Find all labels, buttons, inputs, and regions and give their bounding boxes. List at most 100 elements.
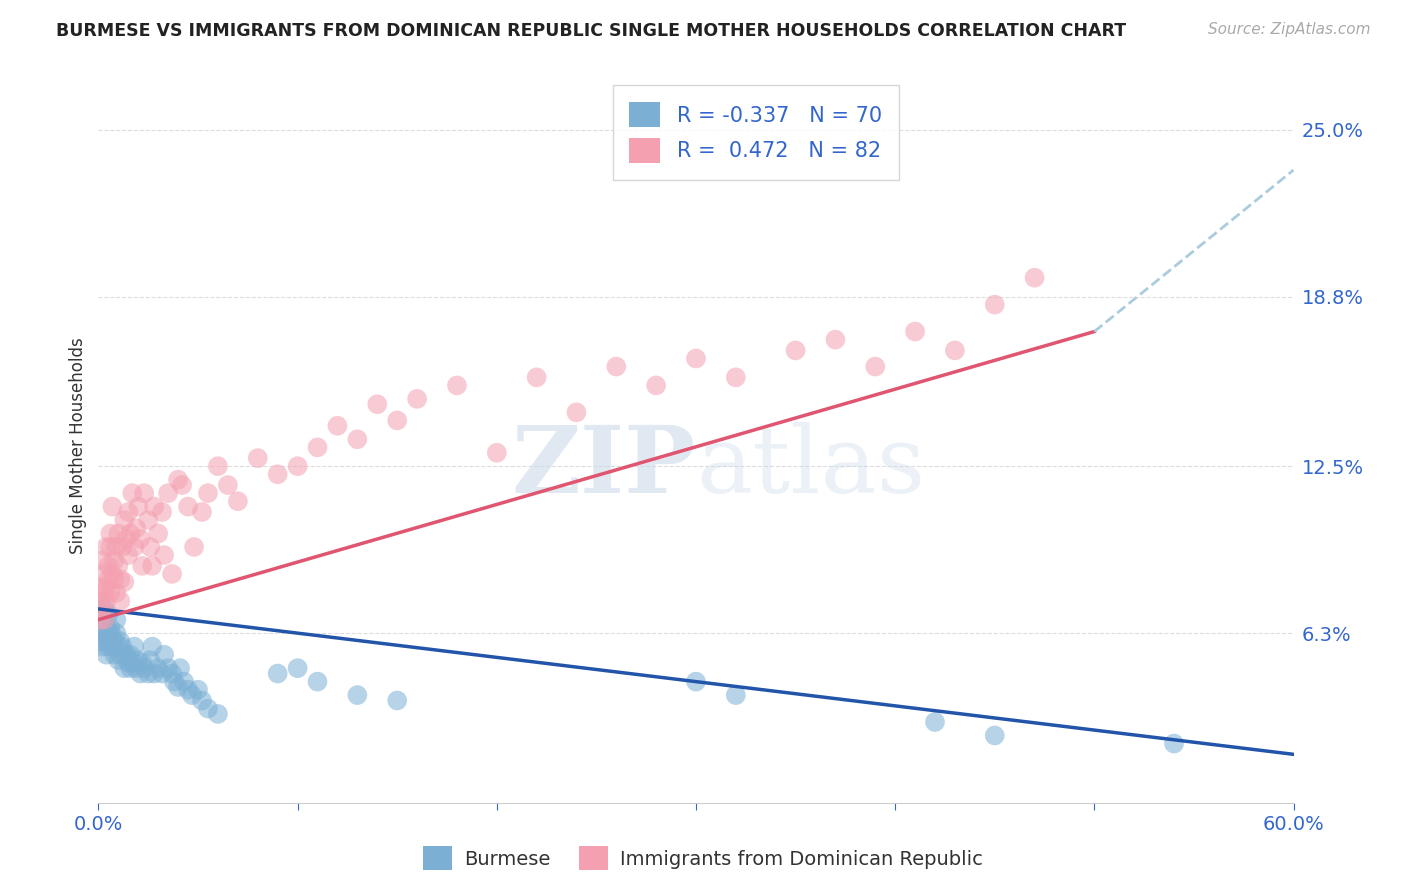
Point (526, 370, 548, 384)
Point (103, 648, 125, 662)
Point (131, 558, 153, 573)
Point (150, 505, 173, 519)
Point (115, 648, 138, 662)
Point (110, 594, 132, 608)
Point (98, 621, 122, 635)
Point (117, 548, 139, 562)
Point (89, 634, 111, 648)
Point (110, 572, 132, 586)
Point (134, 486, 156, 500)
Point (169, 661, 191, 675)
Point (984, 729, 1007, 743)
Point (366, 397, 388, 411)
Point (110, 634, 132, 648)
Point (124, 540, 146, 554)
Point (129, 666, 152, 681)
Point (724, 370, 747, 384)
Point (181, 688, 204, 702)
Point (105, 626, 128, 640)
Point (96, 648, 118, 662)
Point (91, 580, 114, 594)
Point (139, 653, 162, 667)
Point (111, 640, 134, 654)
Text: ZIP: ZIP (512, 423, 696, 512)
Point (101, 566, 124, 581)
Point (385, 693, 409, 707)
Point (150, 666, 173, 681)
Point (127, 500, 149, 514)
Point (153, 548, 176, 562)
Point (124, 640, 146, 654)
Point (785, 343, 807, 358)
Legend: Burmese, Immigrants from Dominican Republic: Burmese, Immigrants from Dominican Repub… (415, 838, 991, 878)
Point (105, 613, 128, 627)
Point (91, 553, 114, 567)
Point (191, 693, 214, 707)
Point (112, 574, 135, 589)
Point (984, 298, 1007, 312)
Point (307, 441, 329, 455)
Point (93, 586, 115, 600)
Point (91, 607, 114, 622)
Point (197, 486, 219, 500)
Point (98, 526, 122, 541)
Point (287, 459, 309, 474)
Point (97, 607, 120, 622)
Point (485, 446, 508, 460)
Point (112, 513, 135, 527)
Point (904, 325, 927, 339)
Point (183, 540, 205, 554)
Point (605, 359, 627, 374)
Point (724, 688, 747, 702)
Point (117, 505, 139, 519)
Point (1024, 270, 1046, 285)
Point (96, 580, 118, 594)
Point (98, 634, 122, 648)
Point (107, 526, 129, 541)
Point (121, 486, 143, 500)
Point (93, 629, 115, 643)
Point (93, 566, 115, 581)
Point (141, 640, 163, 654)
Point (924, 714, 946, 729)
Point (103, 572, 125, 586)
Point (173, 674, 195, 689)
Point (191, 505, 214, 519)
Point (127, 653, 149, 667)
Point (115, 532, 138, 546)
Point (148, 526, 170, 541)
Point (97, 626, 120, 640)
Point (111, 540, 134, 554)
Point (91, 640, 114, 654)
Point (645, 378, 668, 392)
Point (136, 666, 159, 681)
Point (163, 674, 186, 689)
Point (385, 413, 409, 427)
Point (97, 572, 120, 586)
Point (131, 656, 153, 670)
Point (91, 621, 114, 635)
Point (121, 656, 143, 670)
Point (160, 566, 183, 581)
Point (107, 640, 129, 654)
Point (177, 500, 200, 514)
Point (93, 602, 115, 616)
Point (824, 333, 846, 347)
Point (120, 526, 142, 541)
Point (93, 613, 115, 627)
Point (93, 613, 115, 627)
Point (139, 540, 162, 554)
Point (125, 661, 148, 675)
Point (217, 478, 239, 492)
Point (267, 467, 290, 482)
Text: atlas: atlas (696, 423, 925, 512)
Point (97, 558, 120, 573)
Point (120, 661, 142, 675)
Text: BURMESE VS IMMIGRANTS FROM DOMINICAN REPUBLIC SINGLE MOTHER HOUSEHOLDS CORRELATI: BURMESE VS IMMIGRANTS FROM DOMINICAN REP… (56, 22, 1126, 40)
Point (89, 599, 111, 614)
Point (326, 418, 349, 433)
Point (89, 613, 111, 627)
Point (207, 459, 229, 474)
Point (148, 661, 170, 675)
Point (103, 634, 125, 648)
